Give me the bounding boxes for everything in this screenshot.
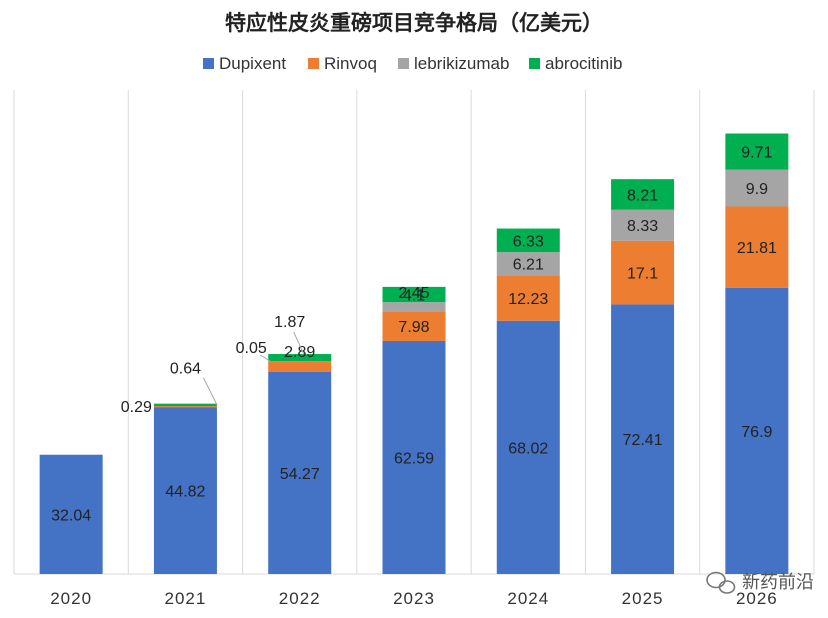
x-tick-2024: 2024: [507, 589, 549, 608]
data-label-rinvoq-2026: 21.81: [737, 240, 777, 257]
data-label-lebrikizumab-2023: 2.45: [398, 285, 429, 302]
leader-line: [259, 354, 271, 362]
legend-swatch-dupixent: [203, 58, 214, 69]
bar-dupixent-2020: [39, 454, 103, 574]
data-label-abrocitinib-2022: 1.87: [274, 314, 305, 331]
bar-lebrikizumab-2026: [725, 169, 789, 207]
bar-rinvoq-2026: [725, 206, 789, 288]
bar-abrocitinib-2022: [268, 354, 332, 362]
x-tick-2020: 2020: [50, 589, 92, 608]
data-label-dupixent-2025: 72.41: [623, 432, 663, 449]
data-label-dupixent-2022: 54.27: [280, 466, 320, 483]
bar-rinvoq-2021: [153, 406, 217, 408]
leader-line: [202, 377, 218, 405]
data-label-dupixent-2020: 32.04: [51, 507, 91, 524]
data-label-dupixent-2026: 76.9: [741, 424, 772, 441]
data-label-abrocitinib-2023: 4.1: [403, 288, 425, 305]
data-label-lebrikizumab-2025: 8.33: [627, 218, 658, 235]
data-label-dupixent-2021: 44.82: [165, 484, 205, 501]
bar-abrocitinib-2025: [611, 179, 675, 210]
bar-abrocitinib-2023: [382, 286, 446, 303]
bar-abrocitinib-2024: [496, 228, 560, 253]
bar-dupixent-2023: [382, 340, 446, 574]
bar-abrocitinib-2026: [725, 133, 789, 170]
bar-lebrikizumab-2023: [382, 302, 446, 312]
bar-dupixent-2024: [496, 320, 560, 574]
legend-swatch-lebrikizumab: [398, 58, 409, 69]
wechat-icon: [706, 571, 736, 594]
data-label-rinvoq-2021: 0.29: [121, 399, 152, 416]
x-tick-2026: 2026: [736, 589, 778, 608]
bar-rinvoq-2024: [496, 275, 560, 321]
bar-rinvoq-2023: [382, 311, 446, 341]
data-label-abrocitinib-2021: 0.64: [170, 361, 201, 378]
x-tick-2021: 2021: [165, 589, 207, 608]
bar-dupixent-2025: [611, 304, 675, 574]
bar-rinvoq-2025: [611, 240, 675, 305]
data-label-lebrikizumab-2022: 0.05: [236, 340, 267, 357]
legend-label-dupixent: Dupixent: [219, 54, 286, 73]
bar-lebrikizumab-2022: [268, 361, 332, 362]
watermark-text: 新药前沿: [742, 572, 814, 593]
bar-abrocitinib-2021: [153, 403, 217, 407]
data-label-abrocitinib-2025: 8.21: [627, 187, 658, 204]
data-label-rinvoq-2023: 7.98: [398, 319, 429, 336]
data-label-lebrikizumab-2024: 6.21: [513, 257, 544, 274]
bar-rinvoq-2022: [268, 361, 332, 372]
bar-dupixent-2021: [153, 407, 217, 574]
legend-label-rinvoq: Rinvoq: [324, 54, 377, 73]
data-label-rinvoq-2025: 17.1: [627, 266, 658, 283]
chart-title: 特应性皮炎重磅项目竞争格局（亿美元）: [225, 11, 603, 35]
watermark: 新药前沿: [706, 571, 814, 594]
data-label-abrocitinib-2026: 9.71: [741, 145, 772, 162]
legend-swatch-abrocitinib: [529, 58, 540, 69]
bar-lebrikizumab-2024: [496, 252, 560, 276]
x-tick-2022: 2022: [279, 589, 321, 608]
data-label-rinvoq-2024: 12.23: [508, 291, 548, 308]
x-axis-ticks: 2020 2021 2022 2023 2024 2025 2026: [50, 589, 778, 608]
leader-line: [293, 331, 305, 355]
bar-dupixent-2022: [268, 371, 332, 574]
legend-label-abrocitinib: abrocitinib: [545, 54, 623, 73]
x-tick-2023: 2023: [393, 589, 435, 608]
x-tick-2025: 2025: [622, 589, 664, 608]
data-label-abrocitinib-2024: 6.33: [513, 233, 544, 250]
bar-lebrikizumab-2025: [611, 209, 675, 241]
bar-dupixent-2026: [725, 287, 789, 574]
data-label-dupixent-2024: 68.02: [508, 440, 548, 457]
data-labels: 32.04 44.82 0.29 0.64 54.27 2.89 0.05 1.87 62.59…: [51, 145, 777, 525]
legend: Dupixent Rinvoq lebrikizumab abrocitinib: [203, 54, 623, 73]
legend-swatch-rinvoq: [308, 58, 319, 69]
data-label-lebrikizumab-2026: 9.9: [746, 181, 768, 198]
bars: [39, 133, 789, 574]
data-label-rinvoq-2022: 2.89: [284, 344, 315, 361]
legend-label-lebrikizumab: lebrikizumab: [414, 54, 509, 73]
data-label-dupixent-2023: 62.59: [394, 450, 434, 467]
